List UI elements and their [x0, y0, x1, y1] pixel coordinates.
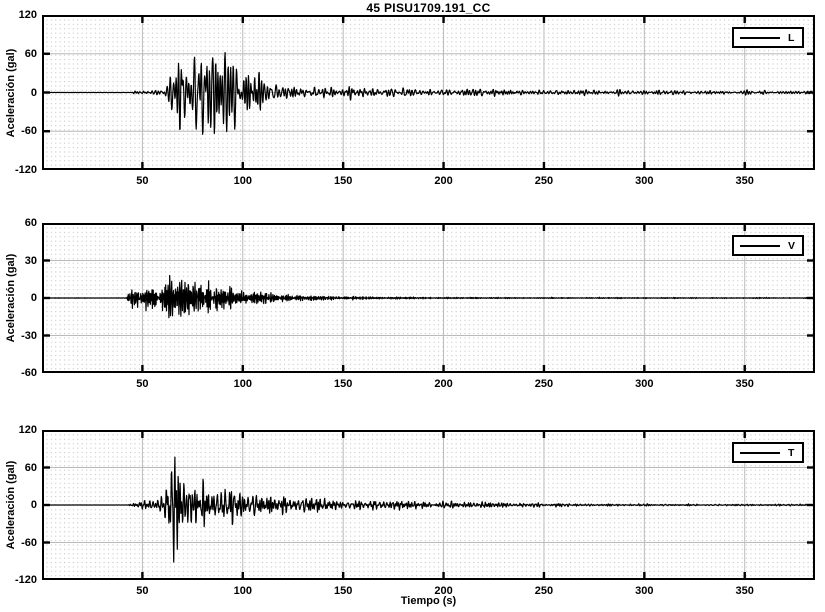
x-tick-label-L-250: 250: [534, 175, 554, 187]
y-tick-label-L-0: 0: [30, 86, 37, 99]
x-tick-label-L-300: 300: [635, 175, 654, 187]
y-tick-label-V-0: 0: [30, 292, 37, 304]
y-tick-label-L--120: -120: [14, 164, 37, 176]
x-tick-label-L-350: 350: [735, 175, 754, 187]
waveform-trace-V: [42, 274, 815, 319]
legend-line-sample-icon: [740, 244, 780, 247]
y-tick-label-L-60: 60: [24, 47, 37, 60]
x-tick-label-L-200: 200: [434, 175, 453, 187]
legend-label-T: T: [788, 446, 795, 459]
y-tick-label-T-0: 0: [30, 499, 37, 511]
y-tick-label-T--60: -60: [21, 536, 37, 549]
x-tick-label-L-150: 150: [333, 175, 353, 187]
y-tick-label-L-120: 120: [18, 9, 37, 21]
legend-line-sample-icon: [740, 451, 780, 454]
x-tick-label-L-50: 50: [136, 175, 149, 187]
x-tick-label-T-250: 250: [534, 585, 554, 597]
y-tick-label-V-30: 30: [24, 254, 37, 267]
x-tick-label-L-100: 100: [233, 175, 252, 187]
x-tick-label-T-350: 350: [735, 585, 754, 597]
y-tick-label-T--120: -120: [14, 574, 37, 586]
legend-label-L: L: [788, 31, 795, 44]
y-tick-label-V--60: -60: [21, 367, 37, 379]
x-tick-label-T-300: 300: [635, 585, 654, 597]
x-tick-label-V-350: 350: [735, 378, 754, 390]
subplot-T-axes: [42, 430, 815, 580]
x-tick-label-V-250: 250: [534, 378, 554, 390]
x-tick-label-T-200: 200: [434, 585, 453, 597]
legend-label-V: V: [788, 239, 796, 252]
subplot-L-axes: [42, 15, 815, 170]
x-axis-label: Tiempo (s): [400, 595, 457, 607]
y-tick-label-T-60: 60: [24, 461, 37, 474]
x-tick-label-T-150: 150: [333, 585, 353, 597]
x-tick-label-V-150: 150: [333, 378, 353, 390]
legend-V: V: [732, 235, 804, 256]
y-tick-label-V--30: -30: [21, 329, 37, 342]
figure-title: 45 PISU1709.191_CC: [366, 1, 491, 15]
y-tick-label-V-60: 60: [24, 217, 37, 229]
x-tick-label-T-100: 100: [233, 585, 252, 597]
y-tick-label-L--60: -60: [21, 125, 37, 138]
legend-T: T: [732, 442, 804, 463]
subplot-V-axes: [42, 223, 815, 373]
y-tick-label-T-120: 120: [18, 424, 37, 436]
x-tick-label-V-100: 100: [233, 378, 252, 390]
x-tick-label-V-50: 50: [136, 378, 149, 390]
waveform-trace-T: [42, 456, 815, 563]
x-tick-label-T-50: 50: [136, 585, 149, 597]
waveform-trace-L: [42, 52, 815, 135]
legend-L: L: [732, 27, 804, 48]
legend-line-sample-icon: [740, 36, 780, 39]
x-tick-label-V-300: 300: [635, 378, 654, 390]
x-tick-label-V-200: 200: [434, 378, 453, 390]
